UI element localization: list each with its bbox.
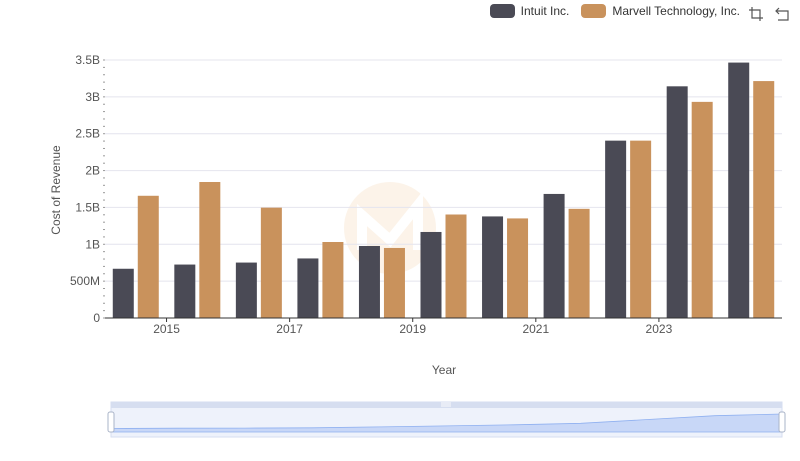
legend-swatch-intuit: [489, 4, 515, 18]
bar-marvell-2024[interactable]: [753, 81, 775, 319]
bar-intuit-2014[interactable]: [112, 268, 134, 318]
bar-marvell-2019[interactable]: [445, 214, 467, 318]
bar-marvell-2018[interactable]: [383, 247, 405, 318]
axes: 0 500M 1B 1.5B 2B 2.5B 3B 3.5B 2015 2017 2019 2021 2…: [70, 53, 782, 336]
legend-label-marvell: Marvell Technology, Inc.: [612, 4, 740, 18]
bar-intuit-2022[interactable]: [605, 140, 627, 318]
y-tick-label: 1B: [85, 237, 100, 251]
bar-intuit-2016[interactable]: [235, 262, 257, 318]
legend-item-marvell[interactable]: Marvell Technology, Inc.: [581, 4, 740, 18]
x-axis-title: Year: [432, 363, 456, 377]
y-tick-label: 2.5B: [75, 127, 100, 141]
slider-handle-right[interactable]: [778, 411, 786, 433]
chart-toolbar: [748, 6, 790, 22]
slider-handle-left[interactable]: [107, 411, 115, 433]
y-tick-label: 3B: [85, 90, 100, 104]
bar-marvell-2021[interactable]: [568, 208, 590, 318]
legend-item-intuit[interactable]: Intuit Inc.: [489, 4, 570, 18]
bar-marvell-2014[interactable]: [137, 195, 159, 318]
bar-intuit-2021[interactable]: [543, 193, 565, 318]
bar-intuit-2018[interactable]: [358, 245, 380, 318]
y-tick-label: 0: [93, 311, 100, 325]
bar-marvell-2015[interactable]: [199, 181, 221, 318]
zoom-select-icon[interactable]: [748, 6, 764, 22]
x-tick-label: 2017: [276, 322, 303, 336]
x-tick-label: 2021: [522, 322, 549, 336]
bar-marvell-2020[interactable]: [507, 218, 529, 318]
y-tick-label: 2B: [85, 164, 100, 178]
bars: [112, 62, 775, 319]
legend-label-intuit: Intuit Inc.: [520, 4, 570, 18]
bar-marvell-2017[interactable]: [322, 242, 344, 318]
bar-intuit-2015[interactable]: [174, 264, 196, 318]
bar-marvell-2016[interactable]: [260, 207, 282, 318]
bar-marvell-2023[interactable]: [691, 101, 713, 318]
x-tick-label: 2015: [153, 322, 180, 336]
bar-intuit-2024[interactable]: [728, 62, 750, 318]
slider-preview: [110, 413, 783, 433]
y-tick-label: 1.5B: [75, 200, 100, 214]
restore-icon[interactable]: [774, 6, 790, 22]
y-tick-label: 3.5B: [75, 53, 100, 67]
bar-marvell-2022[interactable]: [630, 140, 652, 318]
data-zoom-slider[interactable]: [107, 401, 786, 438]
bar-intuit-2023[interactable]: [666, 86, 688, 318]
bar-intuit-2020[interactable]: [482, 216, 504, 318]
slider-grip[interactable]: [441, 402, 451, 407]
y-tick-label: 500M: [70, 274, 100, 288]
x-tick-label: 2019: [399, 322, 426, 336]
bar-intuit-2019[interactable]: [420, 231, 442, 318]
bar-intuit-2017[interactable]: [297, 258, 319, 318]
legend-swatch-marvell: [581, 4, 607, 18]
y-axis-title: Cost of Revenue: [49, 145, 63, 235]
chart-legend: Intuit Inc. Marvell Technology, Inc.: [489, 4, 740, 18]
x-tick-label: 2023: [646, 322, 673, 336]
